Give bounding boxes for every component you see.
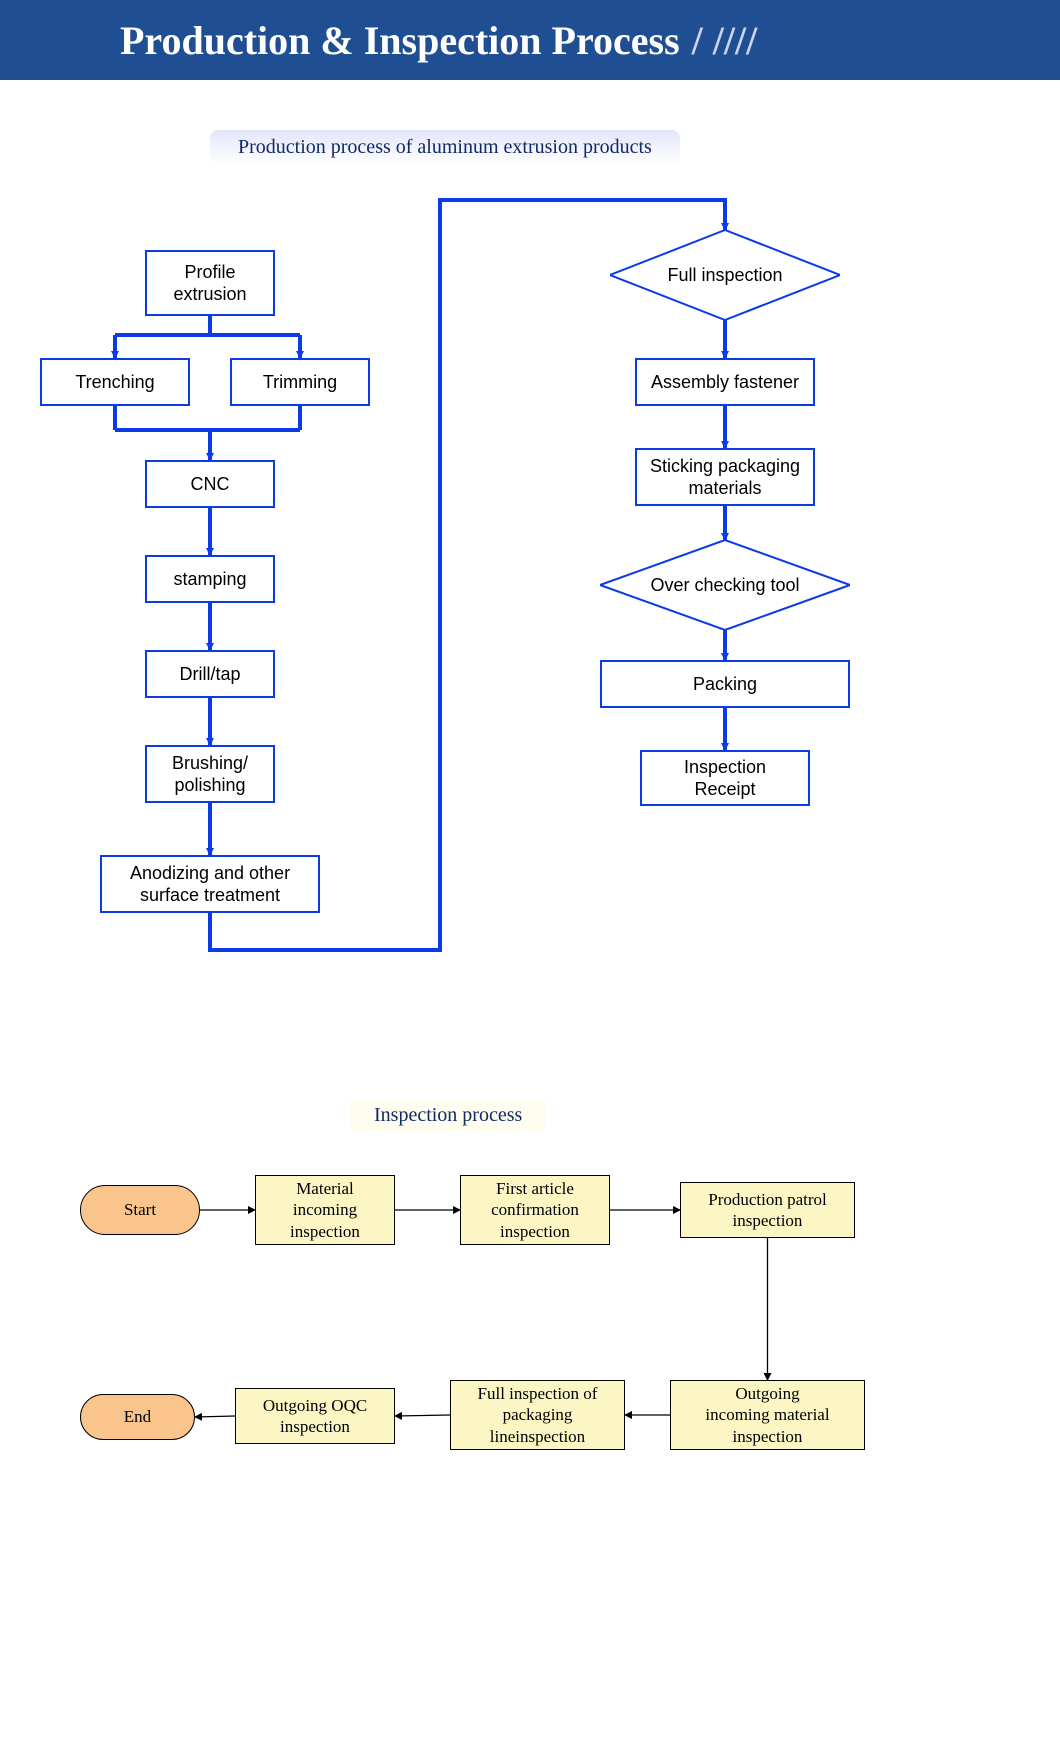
- prod-node-packing-label: Packing: [689, 669, 761, 700]
- prod-node-stamping-label: stamping: [169, 564, 250, 595]
- prod-node-overtool-label: Over checking tool: [646, 570, 803, 601]
- insp-node-end-label: End: [120, 1402, 155, 1431]
- insp-node-patrol: Production patrol inspection: [680, 1182, 855, 1238]
- prod-node-trimming-label: Trimming: [259, 367, 341, 398]
- prod-node-anodize: Anodizing and other surface treatment: [100, 855, 320, 913]
- prod-node-profile-label: Profile extrusion: [169, 257, 250, 310]
- prod-node-assembly-label: Assembly fastener: [647, 367, 803, 398]
- insp-node-first-label: First article confirmation inspection: [487, 1174, 583, 1246]
- prod-node-receipt-label: Inspection Receipt: [680, 752, 770, 805]
- prod-node-packing: Packing: [600, 660, 850, 708]
- insp-node-first: First article confirmation inspection: [460, 1175, 610, 1245]
- prod-node-sticking: Sticking packaging materials: [635, 448, 815, 506]
- prod-node-cnc-label: CNC: [187, 469, 234, 500]
- prod-node-anodize-label: Anodizing and other surface treatment: [126, 858, 294, 911]
- insp-node-out_in: Outgoing incoming material inspection: [670, 1380, 865, 1450]
- prod-node-overtool: Over checking tool: [600, 540, 850, 630]
- insp-node-out_in-label: Outgoing incoming material inspection: [701, 1379, 833, 1451]
- prod-node-trenching: Trenching: [40, 358, 190, 406]
- prod-node-fullinsp-label: Full inspection: [663, 260, 786, 291]
- header-slashes-icon: / ////: [692, 17, 758, 64]
- page-header: Production & Inspection Process / ////: [0, 0, 1060, 80]
- inspection-connectors: [0, 80, 1060, 1756]
- insp-node-start-label: Start: [120, 1195, 160, 1224]
- prod-node-drill-label: Drill/tap: [175, 659, 244, 690]
- insp-node-oqc: Outgoing OQC inspection: [235, 1388, 395, 1444]
- prod-node-brush-label: Brushing/ polishing: [168, 748, 252, 801]
- diagram-canvas: Production process of aluminum extrusion…: [0, 80, 1060, 1676]
- insp-node-end: End: [80, 1394, 195, 1440]
- prod-node-trenching-label: Trenching: [71, 367, 158, 398]
- prod-node-drill: Drill/tap: [145, 650, 275, 698]
- insp-node-mat-label: Material incoming inspection: [286, 1174, 364, 1246]
- insp-node-mat: Material incoming inspection: [255, 1175, 395, 1245]
- prod-node-trimming: Trimming: [230, 358, 370, 406]
- page-title: Production & Inspection Process: [120, 17, 680, 64]
- prod-node-brush: Brushing/ polishing: [145, 745, 275, 803]
- insp-node-oqc-label: Outgoing OQC inspection: [259, 1391, 371, 1442]
- prod-node-assembly: Assembly fastener: [635, 358, 815, 406]
- insp-node-start: Start: [80, 1185, 200, 1235]
- prod-node-fullinsp: Full inspection: [610, 230, 840, 320]
- prod-node-sticking-label: Sticking packaging materials: [646, 451, 804, 504]
- prod-node-profile: Profile extrusion: [145, 250, 275, 316]
- insp-node-fullpkg-label: Full inspection of packaging lineinspect…: [474, 1379, 602, 1451]
- insp-node-fullpkg: Full inspection of packaging lineinspect…: [450, 1380, 625, 1450]
- prod-node-stamping: stamping: [145, 555, 275, 603]
- insp-node-patrol-label: Production patrol inspection: [704, 1185, 831, 1236]
- production-subtitle: Production process of aluminum extrusion…: [210, 130, 680, 165]
- production-connectors: [0, 80, 1060, 1756]
- inspection-subtitle: Inspection process: [350, 1100, 546, 1131]
- prod-node-cnc: CNC: [145, 460, 275, 508]
- prod-node-receipt: Inspection Receipt: [640, 750, 810, 806]
